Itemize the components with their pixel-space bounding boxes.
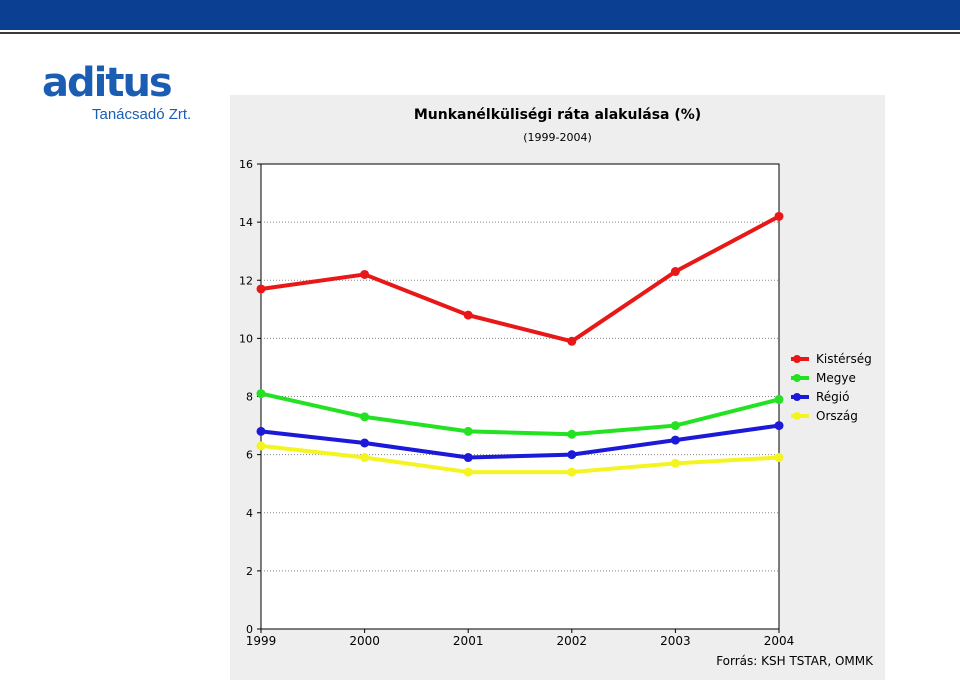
y-tick-label: 12 — [239, 274, 253, 287]
legend-swatch — [791, 392, 809, 401]
chart-panel: Munkanélküliségi ráta alakulása (%) (199… — [230, 95, 885, 680]
x-tick-label: 2001 — [453, 634, 484, 648]
chart-title: Munkanélküliségi ráta alakulása (%) — [413, 107, 702, 123]
series-line — [260, 391, 780, 437]
header-divider — [0, 32, 960, 34]
legend-item: Megye — [790, 368, 872, 387]
legend-item: Kistérség — [790, 349, 872, 368]
legend-label: Megye — [816, 370, 856, 385]
y-tick-label: 14 — [239, 216, 253, 229]
data-point — [567, 467, 577, 477]
legend-swatch — [791, 411, 809, 420]
chart-legend: Kistérség Megye Régió Ország — [790, 349, 872, 425]
data-point — [670, 421, 680, 431]
y-tick-label: 2 — [246, 565, 253, 578]
data-point — [567, 336, 577, 346]
data-point — [360, 438, 370, 448]
data-point — [774, 453, 784, 463]
data-point — [670, 267, 680, 277]
data-point — [463, 467, 473, 477]
y-tick-label: 0 — [246, 623, 253, 636]
y-tick-label: 8 — [246, 391, 253, 404]
series-line — [260, 443, 780, 475]
legend-label: Régió — [816, 389, 850, 404]
series-line — [260, 423, 780, 460]
legend-swatch — [791, 354, 809, 363]
x-tick-label: 1999 — [246, 634, 277, 648]
data-point — [256, 426, 266, 436]
data-point — [463, 310, 473, 320]
legend-swatch — [791, 373, 809, 382]
legend-label: Ország — [816, 408, 858, 423]
y-tick-label: 16 — [239, 158, 253, 171]
header-bar — [0, 0, 960, 30]
data-point — [360, 269, 370, 279]
y-tick-label: 6 — [246, 449, 253, 462]
data-point — [360, 453, 370, 463]
data-point — [463, 426, 473, 436]
legend-item: Ország — [790, 406, 872, 425]
data-point — [774, 421, 784, 431]
y-tick-label: 10 — [239, 332, 253, 345]
data-point — [256, 284, 266, 294]
data-point — [774, 211, 784, 221]
logo-subtitle: Tanácsadó Zrt. — [92, 106, 192, 123]
data-point — [567, 450, 577, 460]
data-point — [567, 429, 577, 439]
data-point — [256, 389, 266, 399]
x-tick-label: 2003 — [660, 634, 691, 648]
logo-wordmark: aditus — [42, 60, 173, 106]
chart-source: Forrás: KSH TSTAR, OMMK — [716, 654, 873, 668]
data-point — [670, 435, 680, 445]
data-point — [256, 441, 266, 451]
legend-swatch-dot — [793, 373, 801, 382]
legend-label: Kistérség — [816, 351, 872, 366]
data-point — [670, 458, 680, 468]
data-point — [360, 412, 370, 422]
data-point — [774, 394, 784, 404]
legend-item: Régió — [790, 387, 872, 406]
x-tick-label: 2000 — [349, 634, 380, 648]
legend-swatch-dot — [793, 411, 801, 420]
series-line — [260, 214, 780, 344]
x-tick-label: 2002 — [557, 634, 588, 648]
chart-subtitle: (1999-2004) — [523, 131, 592, 144]
y-tick-label: 4 — [246, 507, 253, 520]
legend-swatch-dot — [793, 392, 801, 401]
line-chart: 0 2 4 6 8 10 12 14 16 1999 2000 2001 2002 2003 2004 — [239, 158, 795, 648]
company-logo: aditus Tanácsadó Zrt. — [38, 60, 218, 134]
legend-swatch-dot — [793, 354, 801, 363]
data-point — [463, 453, 473, 463]
x-tick-label: 2004 — [764, 634, 795, 648]
